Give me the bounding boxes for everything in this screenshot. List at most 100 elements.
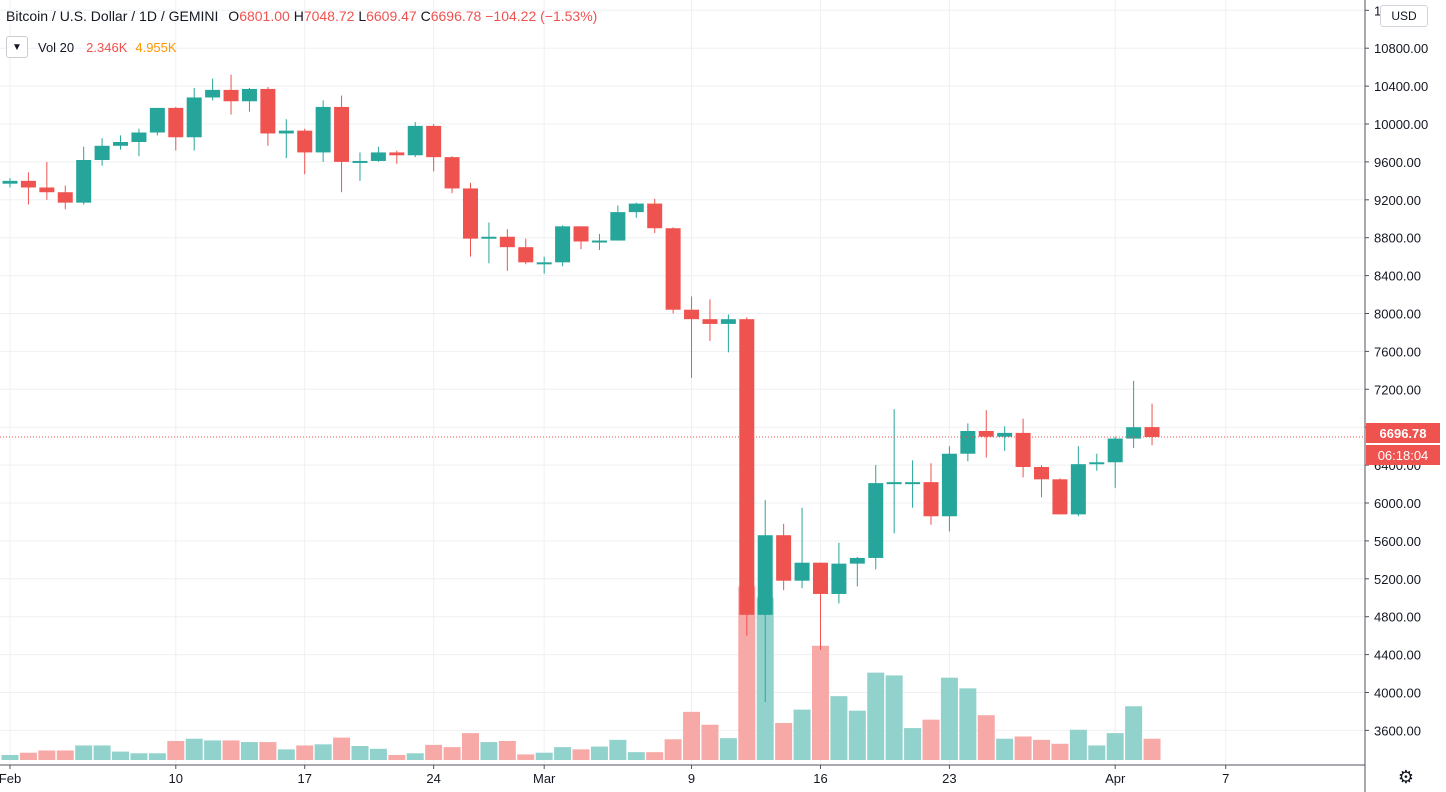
interval-label: 1D	[139, 8, 157, 24]
low-value: 6609.47	[366, 8, 417, 24]
volume-bar	[535, 752, 553, 760]
last-price-tag: 6696.78	[1366, 423, 1440, 443]
candle-body	[886, 482, 902, 485]
volume-bar	[627, 752, 645, 760]
volume-bar	[775, 723, 793, 760]
volume-bar	[664, 739, 682, 760]
y-tick-label: 7200.00	[1374, 382, 1421, 397]
candle-body	[1015, 432, 1031, 467]
volume-bar	[369, 748, 387, 760]
candle-body	[684, 309, 700, 320]
price-axis: 3600.00 4000.00 4400.00 4800.00 5200.00 5600.…	[1364, 0, 1428, 792]
candle-body	[702, 319, 718, 324]
candle-body	[1070, 464, 1086, 515]
volume-bar	[19, 752, 37, 760]
candle-body	[1107, 438, 1123, 463]
candle-body	[776, 535, 792, 581]
candle-body	[149, 107, 165, 133]
volume-bar	[738, 586, 756, 760]
candle-body	[647, 203, 663, 229]
volume-bar	[977, 715, 995, 760]
candle-body	[39, 187, 55, 193]
candle-body	[812, 562, 828, 594]
candle-body	[315, 106, 331, 153]
candle-body	[997, 432, 1013, 437]
volume-bar	[388, 754, 406, 760]
y-tick-label: 7600.00	[1374, 344, 1421, 359]
volume-bar	[222, 740, 240, 760]
candle-body	[1144, 427, 1160, 437]
candle-body	[1126, 427, 1142, 439]
candle-body	[113, 142, 129, 146]
candle-body	[205, 89, 221, 98]
y-tick-label: 3600.00	[1374, 723, 1421, 738]
candle-body	[720, 319, 736, 324]
volume-bar	[1143, 738, 1161, 760]
volume-bar	[112, 751, 130, 760]
volume-bar	[1088, 745, 1106, 760]
volume-bar	[830, 696, 848, 760]
candle-body	[131, 132, 147, 143]
chart-grid	[0, 0, 1365, 765]
candle-body	[978, 430, 994, 437]
candle-body	[868, 483, 884, 558]
volume-label: Vol 20	[38, 39, 75, 55]
volume-value: 2.346K	[86, 39, 128, 55]
candle-body	[923, 482, 939, 517]
y-tick-label: 9200.00	[1374, 193, 1421, 208]
candle-body	[757, 535, 773, 615]
currency-button[interactable]: USD	[1380, 5, 1428, 27]
volume-bars	[1, 586, 1161, 760]
x-tick-label: 16	[813, 771, 827, 786]
volume-bar	[1, 754, 19, 760]
volume-bar	[683, 711, 701, 760]
volume-bar	[646, 752, 664, 760]
x-tick-label: 24	[426, 771, 440, 786]
candle-body	[352, 160, 368, 163]
chevron-down-icon[interactable]: ▼	[6, 36, 28, 58]
candle-body	[739, 319, 755, 615]
volume-bar	[351, 746, 369, 760]
x-tick-label: Feb	[0, 771, 21, 786]
y-tick-label: 9600.00	[1374, 155, 1421, 170]
volume-bar	[996, 738, 1014, 760]
candle-body	[241, 88, 257, 102]
candle-body	[334, 106, 350, 162]
candle-body	[57, 192, 73, 203]
volume-bar	[296, 745, 314, 760]
x-tick-label: 7	[1222, 771, 1229, 786]
volume-ma-value: 4.955K	[135, 39, 177, 55]
y-tick-label: 5600.00	[1374, 534, 1421, 549]
candle-body	[941, 453, 957, 517]
y-tick-label: 6000.00	[1374, 496, 1421, 511]
candle-body	[2, 180, 18, 184]
candle-body	[444, 157, 460, 189]
candle-body	[223, 89, 239, 102]
candle-body	[407, 125, 423, 156]
candle-body	[20, 180, 36, 188]
volume-bar	[1106, 733, 1124, 760]
volume-bar	[480, 742, 498, 760]
volume-bar	[517, 754, 535, 760]
candle-body	[905, 482, 921, 485]
candle-body	[94, 145, 110, 161]
volume-bar	[443, 747, 461, 760]
volume-bar	[1125, 706, 1143, 760]
candle-body	[76, 160, 92, 203]
gear-icon[interactable]: ⚙	[1397, 766, 1415, 787]
volume-bar	[701, 724, 719, 760]
volume-bar	[1051, 743, 1069, 760]
y-tick-label: 4800.00	[1374, 610, 1421, 625]
volume-bar	[554, 747, 572, 760]
volume-bar	[848, 710, 866, 760]
candle-body	[297, 130, 313, 153]
volume-bar	[314, 744, 332, 760]
y-tick-label: 10400.00	[1374, 79, 1428, 94]
volume-bar	[811, 645, 829, 760]
change-value: −104.22 (−1.53%)	[485, 8, 598, 24]
y-tick-label: 10000.00	[1374, 117, 1428, 132]
candle-body	[960, 430, 976, 454]
volume-bar	[885, 675, 903, 760]
exchange-label: GEMINI	[168, 8, 219, 24]
